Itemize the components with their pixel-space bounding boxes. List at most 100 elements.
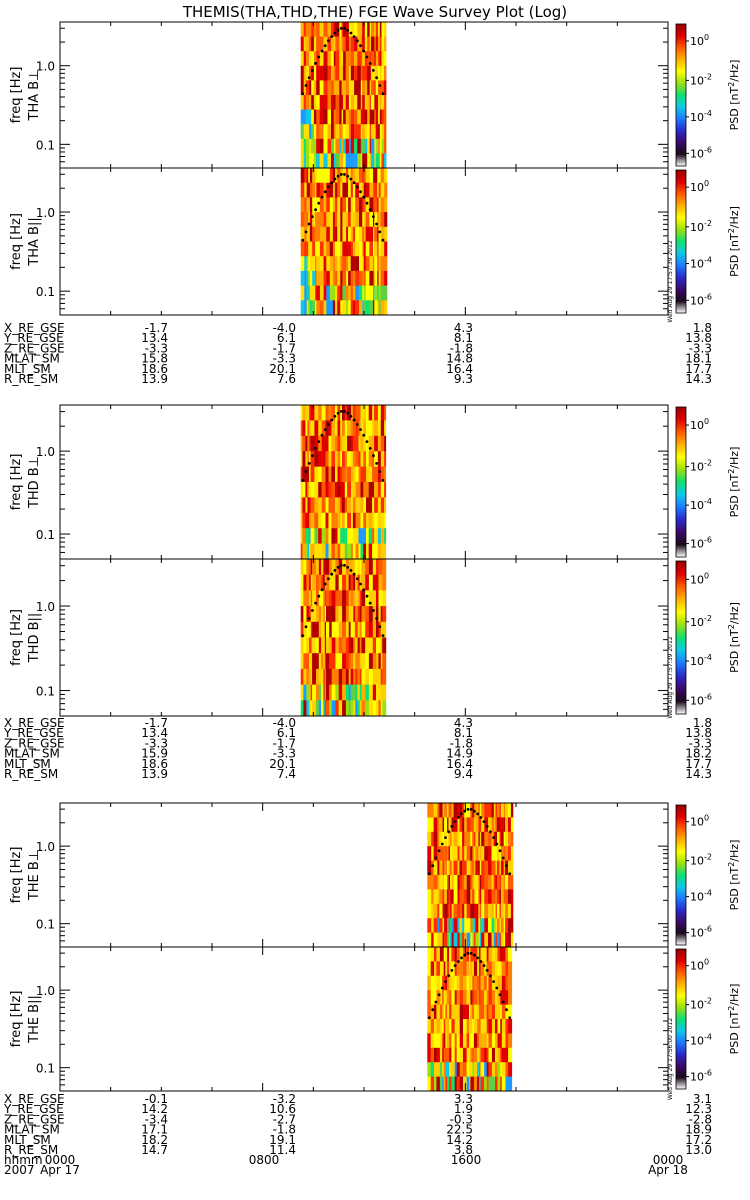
spectrogram-column: [444, 932, 448, 948]
spectrogram-column: [442, 932, 445, 948]
ephemeris-value: 16.4: [446, 362, 473, 376]
spectrogram-column: [335, 300, 338, 316]
spectrogram-column: [470, 961, 473, 977]
spectrogram-column: [304, 226, 307, 242]
spectrogram-column: [378, 241, 381, 257]
spectrogram-column: [374, 109, 377, 125]
spectrogram-column: [491, 1019, 496, 1034]
spectrogram-column: [368, 528, 373, 544]
spectrogram-column: [464, 817, 467, 833]
data-point: [469, 952, 473, 955]
spectrogram-column: [470, 1047, 473, 1063]
spectrogram-column: [451, 846, 454, 861]
spectrogram-column: [361, 653, 366, 670]
spectrogram-column: [329, 668, 332, 685]
spectrogram-column: [380, 212, 385, 228]
spectrogram-column: [383, 51, 387, 67]
spectrogram-column: [365, 621, 370, 638]
spectrogram-column: [300, 300, 305, 316]
spectrogram-column: [491, 831, 495, 847]
spectrogram-column: [310, 668, 313, 685]
spectrogram-column: [316, 153, 320, 169]
spectrogram-column: [444, 860, 448, 876]
spectrogram-column: [491, 961, 496, 977]
spectrogram-column: [499, 846, 502, 861]
spectrogram-column: [380, 300, 385, 316]
spectrogram-column: [378, 684, 381, 701]
spectrogram-column: [329, 285, 334, 301]
spectrogram-column: [439, 817, 443, 833]
spectrogram-column: [352, 451, 356, 467]
spectrogram-column: [376, 606, 379, 623]
spectrogram-column: [318, 637, 322, 654]
spectrogram-column: [366, 435, 369, 452]
spectrogram-column: [306, 197, 309, 213]
data-point: [489, 974, 492, 978]
spectrogram-column: [491, 846, 495, 861]
spectrogram-column: [488, 975, 493, 991]
spectrogram-column: [427, 1033, 431, 1049]
data-point: [330, 181, 334, 185]
spectrogram-column: [310, 606, 313, 623]
spectrogram-column: [312, 668, 317, 685]
spectrogram-column: [326, 700, 330, 717]
spectrogram-column: [309, 621, 312, 638]
spectrogram-column: [433, 889, 438, 905]
spectrogram-column: [372, 543, 375, 560]
ephemeris-value: -3.3: [689, 341, 712, 355]
spectrogram-column: [341, 124, 344, 140]
spectrogram-column: [377, 212, 379, 228]
spectrogram-column: [431, 889, 434, 905]
spectrogram-column: [343, 124, 347, 140]
spectrogram-column: [463, 1033, 467, 1049]
spectrogram-column: [302, 497, 306, 514]
spectrogram-column: [348, 559, 351, 576]
spectrogram-column: [341, 80, 344, 96]
spectrogram-column: [359, 637, 362, 654]
spectrogram-column: [316, 138, 320, 154]
time-axis-label: hhmm: [4, 1153, 43, 1167]
spectrogram-column: [309, 256, 313, 272]
spectrogram-column: [307, 497, 310, 514]
spectrogram-column: [313, 124, 317, 140]
spectrogram-column: [342, 637, 347, 654]
spectrogram-column: [437, 846, 440, 861]
spectrogram-column: [479, 846, 482, 861]
spectrogram-column: [326, 300, 331, 316]
spectrogram-column: [309, 528, 311, 544]
spectrogram-column: [335, 653, 339, 670]
spectrogram-column: [324, 668, 327, 685]
spectrogram-column: [312, 285, 316, 301]
spectrogram-column: [381, 22, 385, 37]
data-point: [304, 84, 308, 87]
spectrogram-column: [381, 138, 385, 154]
spectrogram-column: [495, 803, 498, 818]
spectrogram-column: [449, 990, 452, 1005]
spectrogram-column: [500, 831, 504, 847]
spectrogram-column: [355, 512, 359, 529]
data-point: [349, 31, 353, 35]
spectrogram-column: [368, 684, 374, 701]
spectrogram-column: [453, 875, 458, 890]
spectrogram-column: [473, 1033, 478, 1049]
data-point: [473, 953, 476, 957]
spectrogram-column: [331, 435, 336, 452]
spectrogram-column: [364, 65, 368, 81]
ephemeris-value: 14.2: [446, 1133, 473, 1147]
spectrogram-column: [338, 574, 343, 591]
ephemeris-row-label: X_RE_GSE: [4, 1092, 65, 1106]
spectrogram-column: [326, 653, 330, 670]
colorbar-tick-label: 10-2: [690, 219, 712, 234]
spectrogram-column: [311, 51, 315, 67]
spectrogram-column: [437, 817, 440, 833]
spectrogram-column: [362, 36, 366, 52]
spectrogram-column: [374, 241, 378, 257]
spectrogram-column: [308, 300, 311, 316]
spectrogram-column: [338, 621, 343, 638]
spectrogram-column: [364, 22, 368, 37]
spectrogram-column: [447, 831, 449, 847]
spectrogram-column: [318, 543, 322, 560]
spectrogram-column: [451, 1076, 455, 1092]
spectrogram-column: [337, 528, 341, 544]
ephemeris-value: -3.3: [273, 747, 296, 761]
